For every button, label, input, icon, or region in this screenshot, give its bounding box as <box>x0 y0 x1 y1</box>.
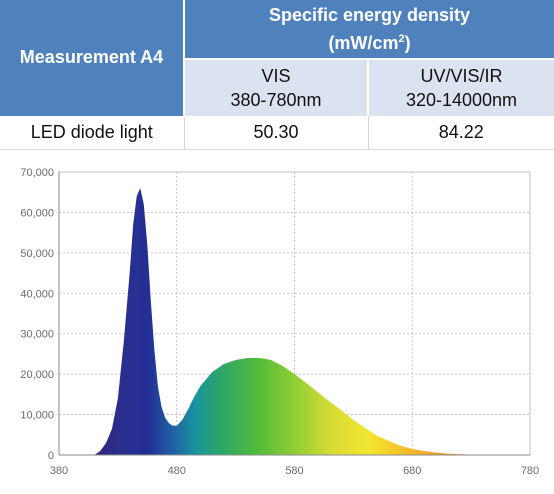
column-name: VIS <box>261 66 291 86</box>
energy-density-unit: (mW/cm2) <box>328 33 411 53</box>
energy-density-header: Specific energy density (mW/cm2) <box>184 0 554 60</box>
x-tick-labels: 380 480 580 680 780 <box>50 465 539 477</box>
x-tick-label: 680 <box>403 465 421 477</box>
x-tick-label: 580 <box>285 465 303 477</box>
y-tick-label: 20,000 <box>20 369 54 381</box>
column-header-vis: VIS 380-780nm <box>184 59 369 116</box>
y-tick-label: 30,000 <box>20 329 54 341</box>
table-row: LED diode light 50.30 84.22 <box>0 116 554 150</box>
measurement-header: Measurement A4 <box>0 0 185 117</box>
row-label: LED diode light <box>0 116 185 150</box>
y-tick-labels: 0 10,000 20,000 30,000 40,000 50,000 60,000 70,… <box>20 167 54 462</box>
vis-value: 50.30 <box>184 116 369 150</box>
y-tick-label: 60,000 <box>20 207 54 219</box>
x-tick-label: 480 <box>168 465 186 477</box>
x-tick-label: 380 <box>50 465 68 477</box>
column-range: 380-780nm <box>230 90 322 110</box>
y-tick-label: 0 <box>48 450 54 462</box>
spectrum-area <box>94 188 507 456</box>
y-tick-label: 70,000 <box>20 167 54 179</box>
column-name: UV/VIS/IR <box>420 66 503 86</box>
x-tick-label: 780 <box>521 465 539 477</box>
column-range: 320-14000nm <box>405 90 518 110</box>
uv-vis-ir-value: 84.22 <box>368 116 554 150</box>
measurement-table: Measurement A4 Specific energy density (… <box>0 0 554 150</box>
column-header-uv-vis-ir: UV/VIS/IR 320-14000nm <box>368 59 554 116</box>
spectrum-chart: 0 10,000 20,000 30,000 40,000 50,000 60,000 70,… <box>20 167 539 477</box>
y-tick-label: 40,000 <box>20 288 54 300</box>
y-tick-label: 10,000 <box>20 410 54 422</box>
grid <box>59 171 531 455</box>
y-tick-label: 50,000 <box>20 248 54 260</box>
energy-density-title: Specific energy density <box>268 5 471 25</box>
